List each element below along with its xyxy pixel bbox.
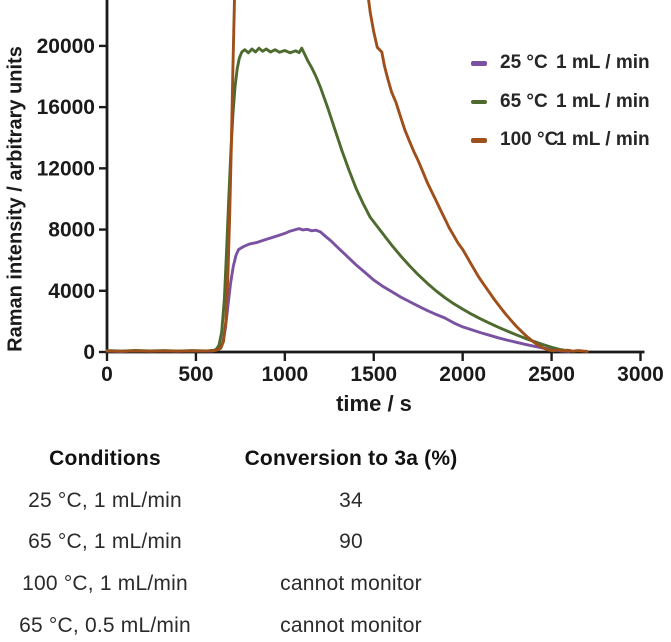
condition-cell: 65 °C, 1 mL/min: [28, 530, 182, 554]
y-tick-label: 8000: [48, 219, 95, 242]
table-header-row: Conditions Conversion to 3a (%): [0, 438, 492, 480]
chart-legend: 25 °C 1 mL / min 65 °C 1 mL / min 100 °C…: [471, 44, 650, 160]
condition-cell: 65 °C, 0.5 mL/min: [19, 613, 191, 637]
conversion-cell: 34: [339, 488, 363, 512]
table-header-conversion: Conversion to 3a (%): [244, 446, 458, 470]
table-row: 65 °C, 1 mL/min 90: [0, 521, 492, 563]
condition-cell: 25 °C, 1 mL/min: [28, 488, 182, 512]
x-axis-title: time / s: [336, 391, 412, 416]
x-tick-label: 2000: [439, 363, 486, 386]
legend-item-100c: 100 °C 1 mL / min: [471, 121, 650, 160]
conversion-cell: cannot monitor: [280, 571, 422, 595]
x-tick-label: 1000: [261, 363, 308, 386]
condition-cell: 100 °C, 1 mL/min: [22, 571, 188, 595]
legend-swatch-25c-icon: [471, 61, 487, 66]
legend-item-65c: 65 °C 1 mL / min: [471, 83, 650, 122]
legend-label-flow: 1 mL / min: [556, 129, 650, 151]
series-line-65c: [105, 46, 571, 353]
y-tick-label: 20000: [37, 35, 95, 58]
y-tick-label: 4000: [48, 280, 95, 303]
series-line-25c: [105, 227, 571, 353]
legend-label-temp: 25 °C: [500, 52, 548, 74]
conversion-cell: 90: [339, 530, 363, 554]
legend-label-temp: 65 °C: [500, 90, 548, 112]
legend-item-25c: 25 °C 1 mL / min: [471, 44, 650, 83]
x-tick-label: 2500: [528, 363, 575, 386]
y-tick-label: 16000: [37, 96, 95, 119]
x-tick-label: 500: [178, 363, 213, 386]
table-row: 100 °C, 1 mL/min cannot monitor: [0, 563, 492, 605]
y-tick-label: 12000: [37, 157, 95, 180]
y-tick-label: 0: [83, 341, 95, 364]
legend-swatch-65c-icon: [471, 99, 487, 104]
x-tick-label: 3000: [617, 363, 664, 386]
conversion-cell: cannot monitor: [280, 613, 422, 637]
table-header-conditions: Conditions: [49, 446, 161, 470]
results-table: Conditions Conversion to 3a (%) 25 °C, 1…: [0, 438, 492, 642]
raman-chart: 0 500 1000 1500 2000 2500 3000 0 4000 8000 12000 16…: [4, 0, 664, 416]
legend-label-temp: 100 °C: [500, 129, 559, 151]
series-line-100c: [105, 0, 589, 353]
plot-canvas: 0 500 1000 1500 2000 2500 3000 0 4000 8000 12000 16…: [37, 0, 664, 386]
y-axis-title: Raman intensity / arbitrary units: [4, 46, 27, 352]
x-tick-label: 1500: [350, 363, 397, 386]
table-row: 65 °C, 0.5 mL/min cannot monitor: [0, 605, 492, 642]
legend-label-flow: 1 mL / min: [556, 52, 650, 74]
x-tick-label: 0: [101, 363, 113, 386]
legend-swatch-100c-icon: [471, 138, 487, 143]
legend-label-flow: 1 mL / min: [556, 90, 650, 112]
table-row: 25 °C, 1 mL/min 34: [0, 480, 492, 522]
